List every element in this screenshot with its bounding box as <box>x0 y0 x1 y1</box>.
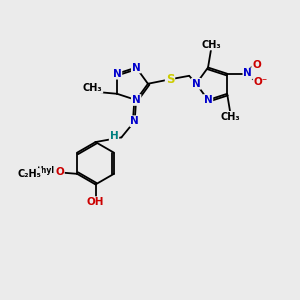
Text: S: S <box>166 73 174 86</box>
Text: O: O <box>252 61 261 70</box>
Text: OH: OH <box>87 197 104 207</box>
Text: N: N <box>132 95 140 105</box>
Text: N: N <box>243 68 252 78</box>
Text: N: N <box>130 116 139 126</box>
Text: CH₃: CH₃ <box>83 83 102 93</box>
Text: O⁻: O⁻ <box>254 77 268 87</box>
Text: N: N <box>204 95 212 105</box>
Text: N: N <box>192 79 201 89</box>
Text: N: N <box>132 62 140 73</box>
Text: H: H <box>110 131 118 141</box>
Text: CH₃: CH₃ <box>201 40 221 50</box>
Text: C₂H₅: C₂H₅ <box>17 169 41 179</box>
Text: CH₃: CH₃ <box>220 112 240 122</box>
Text: O: O <box>55 167 64 177</box>
Text: ethyl: ethyl <box>32 166 54 175</box>
Text: N: N <box>113 69 122 79</box>
